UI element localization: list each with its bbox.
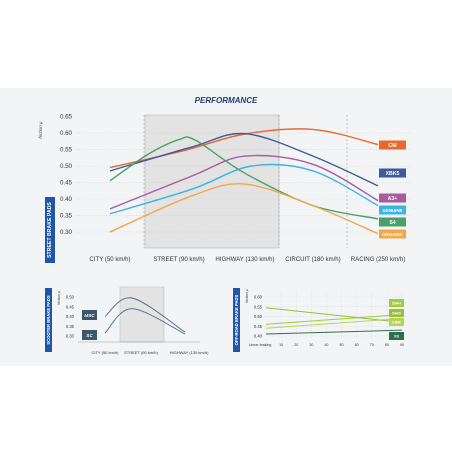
offroad-legend-label: XS [394,335,400,339]
street-ytick-label: 0.55 [60,147,73,154]
street-xtick-label: HIGHWAY (130 km/h) [215,256,274,263]
street-legend-label: ORGANIC [382,232,404,237]
offroad-xtick-label: 50 [340,343,344,347]
street-legend-label: GENUINE [382,208,402,213]
street-xtick-label: CIRCUIT (180 km/h) [285,256,340,263]
street-series-line-organic [109,183,379,235]
scooter-side-label: SCOOTER BRAKE PADS [46,295,51,344]
street-ytick-label: 0.65 [60,114,73,121]
offroad-xtick-label: 30 [309,343,313,347]
scooter-ytick-label: 0.45 [66,304,75,309]
scooter-chart: 0.50 0.45 0.40 0.35 0.30 friction µ SCOOTER BR… [45,286,209,355]
street-xtick-label: STREET (90 km/h) [153,256,204,263]
scooter-ytick-label: 0.35 [66,324,75,329]
street-xtick-label: RACING (250 km/h) [351,256,406,263]
scooter-legend-label: MSC [84,313,95,318]
street-ylabel: friction µ [38,121,43,139]
street-ytick-label: 0.50 [60,163,73,170]
street-ytick-label: 0.40 [60,196,73,203]
offroad-ytick-label: 0.45 [254,324,263,329]
street-xtick-label: CITY (50 km/h) [89,256,130,263]
offroad-legend-badge-hf [389,318,404,326]
street-legend-label: S4 [389,220,395,226]
offroad-xtick-label: Linear braking [249,343,272,347]
offroad-side-label-bg [233,288,240,352]
street-legend-badge-xbk5 [379,168,406,178]
street-ytick-label: 0.45 [60,180,73,187]
scooter-xtick-label: STREET (90 km/h) [124,350,158,355]
offroad-side-label: OFF-ROAD BRAKE PADS [234,294,239,345]
street-side-label-bg [45,197,55,263]
offroad-ytick-label: 0.50 [254,314,263,319]
scooter-ytick-label: 0.40 [66,314,75,319]
street-ytick-label: 0.30 [60,229,73,236]
street-series-line-genuine [109,163,379,215]
offroad-ytick-label: 0.40 [254,334,263,339]
offroad-legend-badge-hh [389,299,404,307]
offroad-ytick-label: 0.60 [254,295,263,300]
scooter-side-label-bg [45,288,52,352]
street-ytick-label: 0.60 [60,130,73,137]
street-legend-label: XBK5 [386,171,400,177]
offroad-legend-badge-hs [389,309,404,317]
offroad-xtick-label: 60 [355,343,359,347]
street-side-label: STREET BRAKE PADS [47,202,53,258]
street-legend-badge-organic [379,229,406,239]
offroad-legend-label: SIHH [392,302,401,306]
scooter-ytick-label: 0.30 [66,334,75,339]
street-chart: 0.60 0.55 0.50 0.45 0.40 0.35 0.30 0.65 friction… [38,114,412,263]
page-title: PERFORMANCE [195,96,258,105]
scooter-xtick-label: CITY (50 km/h) [91,350,119,355]
offroad-xtick-label: 80 [385,343,389,347]
offroad-legend-label: SIHF [392,321,401,325]
scooter-ytick-label: 0.50 [66,295,75,300]
scooter-legend-badge [82,330,97,340]
street-ytick-label: 0.35 [60,213,73,220]
offroad-xtick-label: 90 [400,343,404,347]
offroad-ytick-label: 0.55 [254,304,263,309]
street-legend-badge-genuine [379,205,406,215]
offroad-ylabel: friction µ [245,289,249,303]
offroad-xtick-label: 70 [370,343,374,347]
offroad-legend-badge-xs [389,332,404,340]
offroad-legend-label: SIHS [392,312,401,316]
offroad-series-line-hs [265,307,403,323]
offroad-chart: 0.60 0.55 0.50 0.45 0.40 friction µ OFF-ROAD B… [233,288,404,352]
scooter-legend-label: SC [86,333,93,338]
scooter-xtick-label: HIGHWAY (130 km/h) [170,350,209,355]
offroad-xtick-label: 10 [279,343,283,347]
street-legend-badge-a3 [379,193,406,203]
street-series-line-xbk5 [109,132,379,187]
street-legend-badge-cm [379,140,406,150]
offroad-xtick-label: 20 [294,343,298,347]
offroad-series-line-xs [265,329,403,335]
scooter-ylabel: friction µ [57,291,61,305]
street-legend-badge-s4 [379,217,406,227]
street-legend-label: A3+ [388,196,398,202]
street-series-line-a3 [109,154,379,210]
street-legend-label: CM [388,143,396,149]
scooter-highlight-band [119,286,165,343]
offroad-xtick-label: 40 [324,343,328,347]
scooter-legend-badge [82,310,97,320]
offroad-series-line-hh [265,314,403,325]
scooter-series-line [104,308,186,335]
scooter-series-line [104,297,186,333]
